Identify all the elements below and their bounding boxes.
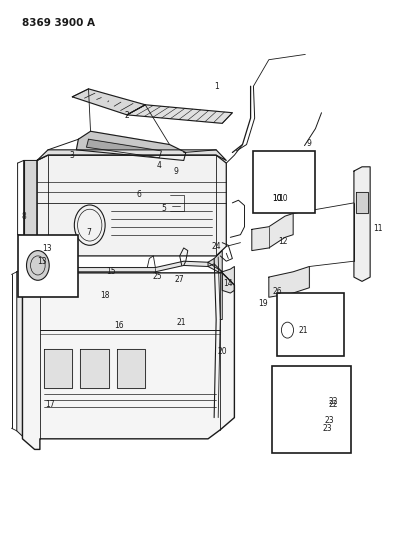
Text: 5: 5 xyxy=(161,204,166,213)
Polygon shape xyxy=(356,192,368,214)
Polygon shape xyxy=(259,158,273,182)
Text: 10: 10 xyxy=(272,194,282,203)
Text: 1: 1 xyxy=(214,82,219,91)
Text: 14: 14 xyxy=(224,279,233,288)
Polygon shape xyxy=(222,266,234,293)
Text: 13: 13 xyxy=(37,257,47,265)
Text: 16: 16 xyxy=(114,321,124,330)
Polygon shape xyxy=(354,167,370,281)
Polygon shape xyxy=(24,160,37,245)
Polygon shape xyxy=(37,155,226,256)
Text: 26: 26 xyxy=(272,287,282,296)
Polygon shape xyxy=(76,131,186,160)
Polygon shape xyxy=(127,105,233,123)
Polygon shape xyxy=(72,89,145,115)
Polygon shape xyxy=(40,261,222,277)
Text: 12: 12 xyxy=(278,237,288,246)
Text: 19: 19 xyxy=(258,299,268,308)
Text: 3: 3 xyxy=(70,151,75,160)
Text: 23: 23 xyxy=(325,416,335,425)
Text: 4: 4 xyxy=(157,161,162,170)
Text: 7: 7 xyxy=(86,228,91,237)
Polygon shape xyxy=(44,349,72,389)
Text: 9: 9 xyxy=(307,139,312,148)
Polygon shape xyxy=(80,349,109,389)
Text: 17: 17 xyxy=(45,400,55,409)
Text: 18: 18 xyxy=(100,291,109,300)
Bar xyxy=(277,293,344,356)
Text: 15: 15 xyxy=(106,268,115,276)
Text: 20: 20 xyxy=(217,347,227,356)
Text: 22: 22 xyxy=(329,400,338,409)
Text: 10: 10 xyxy=(278,194,288,203)
Text: 13: 13 xyxy=(42,244,51,253)
Polygon shape xyxy=(252,214,293,251)
Bar xyxy=(18,235,78,297)
Circle shape xyxy=(27,251,49,280)
Text: 27: 27 xyxy=(175,274,184,284)
Polygon shape xyxy=(269,266,309,297)
Polygon shape xyxy=(22,269,234,449)
Text: 25: 25 xyxy=(153,271,162,280)
Text: 9: 9 xyxy=(173,166,178,175)
Text: 24: 24 xyxy=(211,243,221,252)
Polygon shape xyxy=(17,269,22,436)
Polygon shape xyxy=(277,373,301,399)
Text: 23: 23 xyxy=(323,424,333,433)
Text: 8369 3900 A: 8369 3900 A xyxy=(22,18,95,28)
Text: 2: 2 xyxy=(124,111,129,120)
Polygon shape xyxy=(208,251,222,272)
Polygon shape xyxy=(117,349,145,389)
Text: 21: 21 xyxy=(299,326,308,335)
Text: 6: 6 xyxy=(137,190,142,199)
Text: 21: 21 xyxy=(177,318,186,327)
Polygon shape xyxy=(86,139,162,158)
Bar xyxy=(253,151,315,214)
Text: 22: 22 xyxy=(328,397,337,406)
Polygon shape xyxy=(282,301,293,322)
Text: 10: 10 xyxy=(272,194,282,203)
Bar xyxy=(272,366,351,453)
Text: 8: 8 xyxy=(21,212,26,221)
Text: 11: 11 xyxy=(373,224,383,233)
Polygon shape xyxy=(37,150,226,160)
